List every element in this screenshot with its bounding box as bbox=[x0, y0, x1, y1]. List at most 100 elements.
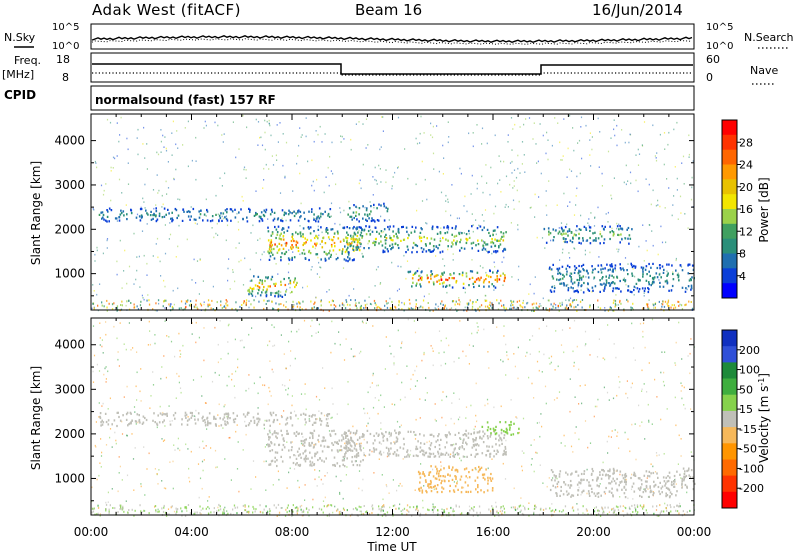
echo-cell bbox=[225, 412, 227, 415]
echo-cell bbox=[678, 279, 680, 282]
echo-cell bbox=[290, 417, 292, 420]
clutter-cell bbox=[92, 302, 94, 305]
echo-cell bbox=[465, 434, 468, 437]
echo-cell bbox=[308, 444, 311, 447]
noise-cell bbox=[675, 257, 677, 260]
echo-cell bbox=[576, 225, 578, 228]
echo-cell bbox=[225, 217, 228, 220]
clutter-cell bbox=[116, 305, 119, 308]
noise-cell bbox=[523, 123, 525, 126]
clutter-cell bbox=[491, 303, 493, 306]
noise-cell bbox=[422, 499, 424, 502]
echo-cell bbox=[101, 217, 103, 220]
noise-cell bbox=[521, 141, 524, 143]
noise-cell bbox=[286, 288, 288, 291]
clutter-cell bbox=[398, 507, 400, 510]
echo-cell bbox=[285, 418, 288, 421]
clutter-cell bbox=[555, 306, 557, 309]
nsky-tick-top-right: 10^5 bbox=[706, 22, 733, 33]
echo-cell bbox=[278, 443, 281, 446]
echo-cell bbox=[361, 228, 363, 231]
echo-cell bbox=[207, 420, 209, 423]
clutter-cell bbox=[169, 305, 171, 308]
clutter-cell bbox=[155, 510, 157, 513]
noise-cell bbox=[517, 346, 519, 349]
echo-cell bbox=[296, 281, 298, 284]
echo-cell bbox=[283, 211, 286, 214]
noise-cell bbox=[146, 468, 148, 470]
clutter-cell bbox=[589, 306, 591, 309]
echo-cell bbox=[353, 240, 356, 244]
noise-cell bbox=[680, 212, 682, 214]
echo-cell bbox=[359, 436, 361, 439]
clutter-cell bbox=[328, 512, 331, 515]
clutter-cell bbox=[475, 309, 477, 312]
noise-cell bbox=[663, 371, 665, 374]
noise-cell bbox=[623, 181, 625, 184]
noise-cell bbox=[338, 511, 340, 513]
noise-cell bbox=[222, 217, 224, 220]
echo-cell bbox=[343, 432, 346, 435]
echo-cell bbox=[421, 449, 424, 452]
clutter-cell bbox=[108, 302, 110, 305]
echo-cell bbox=[276, 231, 279, 234]
echo-cell bbox=[301, 252, 304, 255]
noise-cell bbox=[506, 354, 508, 357]
clutter-cell bbox=[444, 304, 446, 307]
noise-cell bbox=[311, 159, 313, 162]
noise-cell bbox=[105, 366, 107, 368]
noise-cell bbox=[468, 363, 470, 365]
noise-cell bbox=[362, 478, 364, 481]
clutter-cell bbox=[491, 505, 493, 508]
noise-cell bbox=[369, 201, 371, 203]
noise-cell bbox=[264, 384, 266, 387]
noise-cell bbox=[504, 206, 506, 208]
noise-cell bbox=[688, 156, 690, 158]
noise-cell bbox=[94, 253, 96, 256]
echo-cell bbox=[270, 291, 272, 295]
echo-cell bbox=[335, 258, 338, 261]
echo-cell bbox=[323, 445, 326, 448]
echo-cell bbox=[358, 442, 361, 445]
noise-cell bbox=[464, 287, 466, 290]
echo-cell bbox=[291, 256, 293, 259]
clutter-cell bbox=[466, 309, 468, 312]
echo-cell bbox=[426, 491, 428, 494]
echo-cell bbox=[358, 239, 361, 242]
clutter-cell bbox=[296, 512, 298, 515]
echo-cell bbox=[194, 422, 197, 425]
echo-cell bbox=[195, 218, 197, 221]
echo-cell bbox=[312, 413, 314, 417]
noise-cell bbox=[203, 327, 205, 329]
clutter-cell bbox=[382, 509, 384, 512]
noise-cell bbox=[306, 226, 309, 229]
clutter-cell bbox=[643, 505, 645, 508]
clutter-cell bbox=[572, 506, 574, 509]
noise-cell bbox=[639, 425, 641, 427]
clutter-cell bbox=[422, 306, 424, 309]
noise-cell bbox=[164, 425, 166, 427]
echo-cell bbox=[343, 465, 346, 468]
echo-cell bbox=[332, 249, 335, 252]
echo-cell bbox=[488, 281, 490, 284]
echo-cell bbox=[267, 285, 270, 288]
noise-cell bbox=[629, 133, 631, 136]
echo-cell bbox=[585, 227, 587, 230]
echo-cell bbox=[447, 239, 449, 242]
echo-cell bbox=[419, 237, 421, 240]
clutter-cell bbox=[606, 513, 609, 516]
noise-cell bbox=[317, 331, 319, 333]
noise-cell bbox=[118, 472, 120, 474]
noise-cell bbox=[245, 433, 247, 436]
echo-cell bbox=[298, 447, 300, 450]
echo-cell bbox=[381, 432, 383, 435]
echo-cell bbox=[438, 433, 440, 436]
echo-cell bbox=[603, 282, 605, 285]
echo-cell bbox=[274, 243, 276, 246]
noise-cell bbox=[399, 503, 401, 506]
echo-cell bbox=[142, 421, 145, 424]
clutter-cell bbox=[542, 508, 545, 511]
clutter-cell bbox=[113, 302, 115, 305]
noise-cell bbox=[607, 150, 610, 153]
noise-cell bbox=[164, 285, 166, 288]
